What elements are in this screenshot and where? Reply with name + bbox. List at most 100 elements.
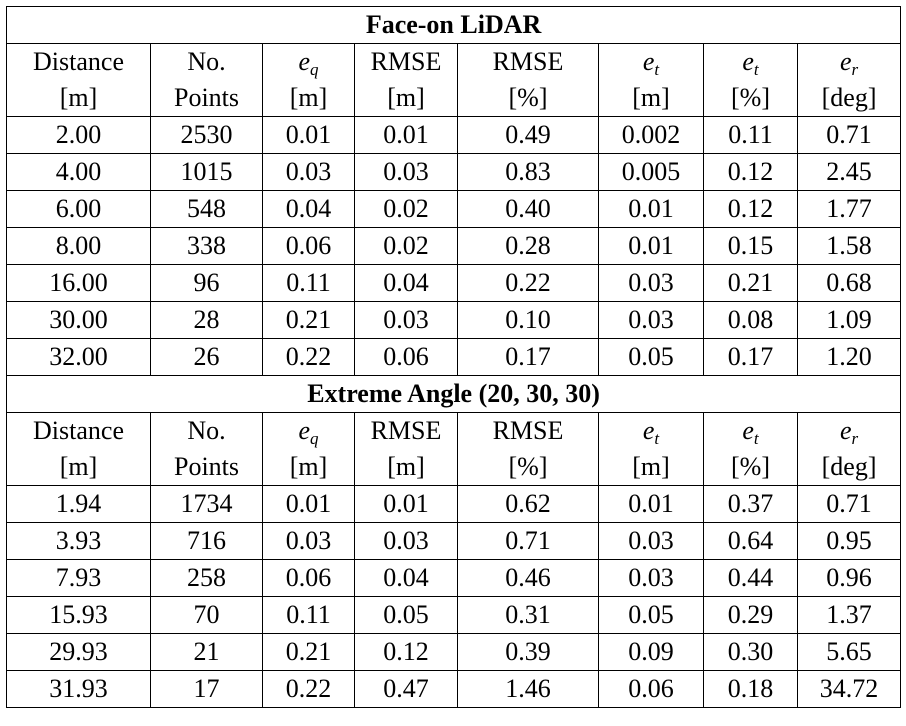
data-cell: 5.65 <box>796 633 902 671</box>
header-subscript: t <box>753 60 759 79</box>
data-cell: 0.01 <box>262 485 355 523</box>
header-unit: [m] <box>59 83 98 112</box>
data-row: 29.93 21 0.21 0.12 0.39 0.09 0.30 5.65 <box>6 633 902 671</box>
header-name: Distance <box>33 416 124 445</box>
data-cell: 1.46 <box>457 670 599 708</box>
header-row: Distance [m] No. Points eq [m] RMSE [m] RMSE [%] e… <box>6 412 902 486</box>
header-cell: et [%] <box>703 412 798 486</box>
header-unit: [m] <box>632 83 670 112</box>
data-cell: 0.03 <box>598 559 704 597</box>
data-cell: 0.71 <box>796 485 902 523</box>
data-cell: 0.04 <box>262 190 355 228</box>
data-cell: 7.93 <box>6 559 151 597</box>
data-cell: 1.20 <box>796 338 902 376</box>
header-name: Distance <box>33 47 124 76</box>
data-cell: 0.01 <box>354 116 458 154</box>
data-cell: 0.002 <box>598 116 704 154</box>
header-name: RMSE <box>370 47 442 76</box>
data-cell: 1734 <box>150 485 263 523</box>
header-cell: No. Points <box>150 43 263 117</box>
data-cell: 17 <box>150 670 263 708</box>
section-title: Extreme Angle (20, 30, 30) <box>5 375 902 413</box>
data-cell: 0.11 <box>703 116 798 154</box>
data-cell: 0.09 <box>598 633 704 671</box>
data-cell: 0.30 <box>703 633 798 671</box>
data-cell: 0.22 <box>262 670 355 708</box>
data-cell: 0.03 <box>354 301 458 339</box>
data-cell: 0.29 <box>703 596 798 634</box>
data-row: 32.00 26 0.22 0.06 0.17 0.05 0.17 1.20 <box>6 338 902 376</box>
header-symbol: e <box>642 47 655 76</box>
data-cell: 0.12 <box>703 153 798 191</box>
data-cell: 0.05 <box>598 596 704 634</box>
data-cell: 0.03 <box>598 301 704 339</box>
data-cell: 0.15 <box>703 227 798 265</box>
data-row: 7.93 258 0.06 0.04 0.46 0.03 0.44 0.96 <box>6 559 902 597</box>
header-name: No. <box>187 47 226 76</box>
header-unit: [%] <box>731 452 770 481</box>
data-cell: 0.06 <box>598 670 704 708</box>
header-unit: [deg] <box>821 83 877 112</box>
header-unit: [%] <box>508 452 548 481</box>
header-unit: [m] <box>632 452 670 481</box>
section-title: Face-on LiDAR <box>5 6 902 44</box>
header-symbol: e <box>839 416 852 445</box>
data-cell: 0.21 <box>703 264 798 302</box>
data-cell: 0.03 <box>598 264 704 302</box>
data-cell: 1.77 <box>796 190 902 228</box>
data-cell: 0.03 <box>598 522 704 560</box>
data-cell: 0.40 <box>457 190 599 228</box>
data-cell: 0.37 <box>703 485 798 523</box>
header-name: No. <box>187 416 226 445</box>
data-cell: 0.11 <box>262 596 355 634</box>
data-cell: 1.58 <box>796 227 902 265</box>
header-cell: et [m] <box>598 412 704 486</box>
data-cell: 0.21 <box>262 633 355 671</box>
data-cell: 716 <box>150 522 263 560</box>
header-symbol: e <box>839 47 852 76</box>
data-cell: 0.39 <box>457 633 599 671</box>
data-row: 4.00 1015 0.03 0.03 0.83 0.005 0.12 2.45 <box>6 153 902 191</box>
data-cell: 29.93 <box>6 633 151 671</box>
data-cell: 0.47 <box>354 670 458 708</box>
data-cell: 0.01 <box>598 227 704 265</box>
data-cell: 0.22 <box>457 264 599 302</box>
data-cell: 0.28 <box>457 227 599 265</box>
data-cell: 1015 <box>150 153 263 191</box>
header-cell: RMSE [m] <box>354 43 458 117</box>
header-unit: [%] <box>731 83 770 112</box>
header-subscript: t <box>753 429 759 448</box>
data-row: 6.00 548 0.04 0.02 0.40 0.01 0.12 1.77 <box>6 190 902 228</box>
header-symbol: e <box>298 416 311 445</box>
data-cell: 0.46 <box>457 559 599 597</box>
data-cell: 0.005 <box>598 153 704 191</box>
data-cell: 31.93 <box>6 670 151 708</box>
data-cell: 0.21 <box>262 301 355 339</box>
header-unit: [m] <box>59 452 98 481</box>
data-cell: 548 <box>150 190 263 228</box>
header-cell: RMSE [%] <box>457 43 599 117</box>
header-unit: [%] <box>508 83 548 112</box>
data-cell: 0.96 <box>796 559 902 597</box>
header-subscript: q <box>310 60 319 79</box>
data-cell: 6.00 <box>6 190 151 228</box>
data-cell: 0.08 <box>703 301 798 339</box>
data-row: 31.93 17 0.22 0.47 1.46 0.06 0.18 34.72 <box>6 670 902 708</box>
data-cell: 0.06 <box>262 227 355 265</box>
data-cell: 0.04 <box>354 264 458 302</box>
header-row: Distance [m] No. Points eq [m] RMSE [m] RMSE [%] e… <box>6 43 902 117</box>
data-cell: 0.02 <box>354 190 458 228</box>
data-cell: 30.00 <box>6 301 151 339</box>
data-cell: 0.17 <box>703 338 798 376</box>
header-cell: er [deg] <box>796 412 902 486</box>
results-table: Face-on LiDAR Distance [m] No. Points eq [m] RM… <box>5 6 902 708</box>
header-symbol: e <box>298 47 311 76</box>
data-cell: 0.02 <box>354 227 458 265</box>
data-cell: 0.71 <box>796 116 902 154</box>
header-subscript: r <box>851 60 859 79</box>
data-cell: 0.03 <box>354 522 458 560</box>
data-cell: 0.83 <box>457 153 599 191</box>
header-unit: Points <box>173 83 240 112</box>
data-cell: 0.17 <box>457 338 599 376</box>
data-cell: 0.18 <box>703 670 798 708</box>
